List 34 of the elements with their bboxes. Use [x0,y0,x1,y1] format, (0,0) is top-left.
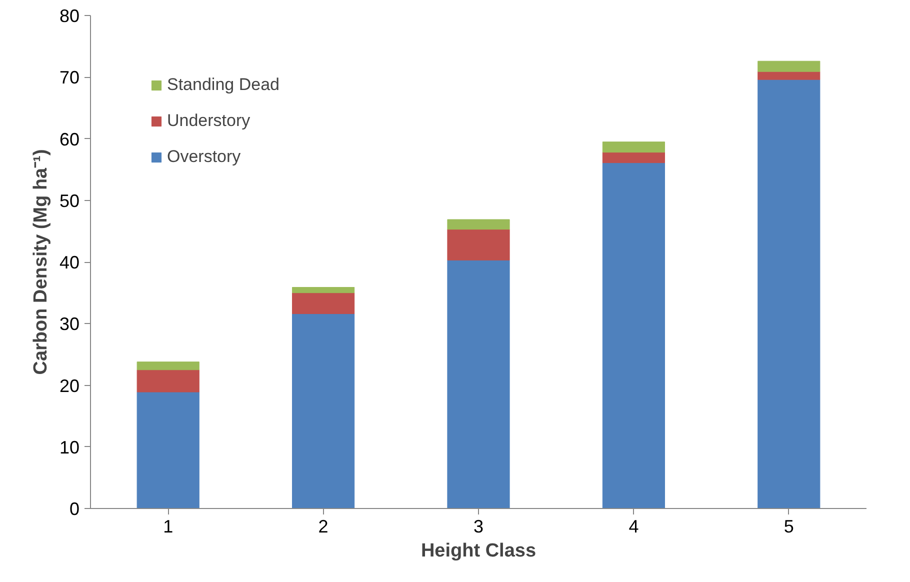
bar [136,370,200,392]
x-tick-label: 3 [473,516,484,536]
bar [136,362,200,370]
bar [602,162,665,508]
y-tick-label: 80 [59,6,80,26]
bar [292,314,355,508]
bar [292,292,355,314]
legend-label: Standing Dead [167,75,280,95]
y-tick-label: 20 [59,376,80,396]
y-tick-label: 60 [59,129,80,150]
bar [447,229,510,260]
y-tick-label: 10 [59,437,80,458]
bar [602,152,665,164]
x-tick-label: 2 [318,516,328,536]
bar [447,260,510,508]
y-tick-label: 0 [69,499,80,519]
bar [758,60,820,72]
x-axis-title: Height Class [420,540,536,562]
bar [602,142,665,153]
y-tick-label: 40 [59,252,80,272]
y-tick-label: 70 [59,68,80,88]
bar [447,219,510,230]
bar [136,392,200,508]
bar [758,79,820,508]
x-tick-label: 4 [628,516,639,536]
y-tick-label: 30 [59,314,80,334]
x-tick-label: 5 [784,516,794,536]
legend-label: Understory [167,111,250,131]
legend-label: Overstory [167,147,241,167]
x-tick-label: 1 [163,516,174,536]
y-tick-label: 50 [59,190,80,211]
bar [758,71,820,80]
bar [292,287,355,294]
y-axis-title: Carbon Density (Mg ha⁻¹) [30,149,52,375]
